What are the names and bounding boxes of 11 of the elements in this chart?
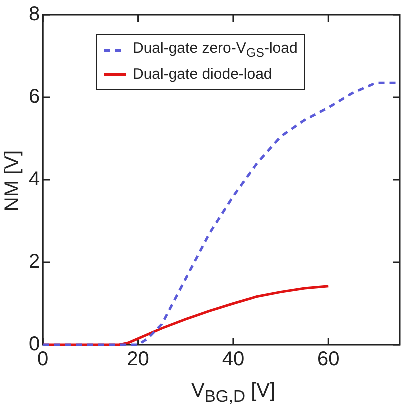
x-tick-label: 60 <box>318 348 340 371</box>
y-tick-label: 6 <box>29 86 40 108</box>
legend-label: Dual-gate diode-load <box>133 65 272 85</box>
y-axis-title: NM [V] <box>2 150 24 212</box>
x-tick-label: 20 <box>127 348 150 371</box>
legend-label: Dual-gate zero-V$_{GS}$-load <box>133 39 298 62</box>
y-tick-label: 2 <box>29 251 40 274</box>
x-axis-title: V$_{BG,D}$ [V] <box>190 380 277 407</box>
x-tick-label: 40 <box>222 348 245 371</box>
y-tick-label: 4 <box>29 168 40 191</box>
y-tick-label: 8 <box>29 4 40 26</box>
